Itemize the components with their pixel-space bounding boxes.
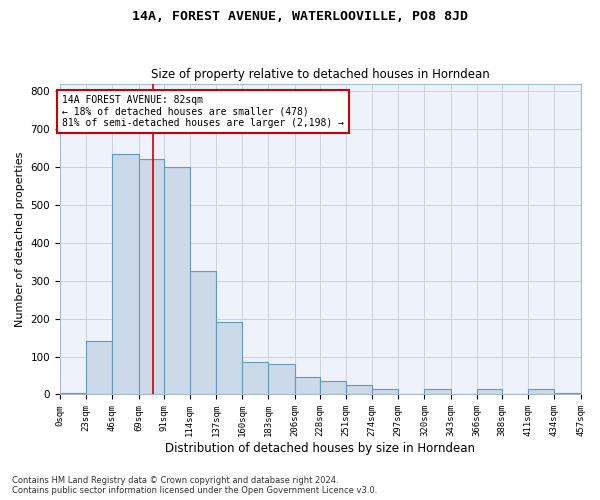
Title: Size of property relative to detached houses in Horndean: Size of property relative to detached ho… [151, 68, 490, 81]
Bar [190, 271, 216, 394]
Bar [528, 389, 554, 394]
Y-axis label: Number of detached properties: Number of detached properties [15, 152, 25, 326]
Bar [60, 392, 86, 394]
Bar [372, 389, 398, 394]
Bar [320, 381, 346, 394]
X-axis label: Distribution of detached houses by size in Horndean: Distribution of detached houses by size … [165, 442, 475, 455]
Bar [554, 392, 581, 394]
Bar [216, 322, 242, 394]
Text: Contains HM Land Registry data © Crown copyright and database right 2024.
Contai: Contains HM Land Registry data © Crown c… [12, 476, 377, 495]
Bar [139, 160, 164, 394]
Bar [164, 167, 190, 394]
Text: 14A, FOREST AVENUE, WATERLOOVILLE, PO8 8JD: 14A, FOREST AVENUE, WATERLOOVILLE, PO8 8… [132, 10, 468, 23]
Bar [477, 389, 502, 394]
Bar [268, 364, 295, 394]
Bar [424, 389, 451, 394]
Bar [112, 154, 139, 394]
Bar [86, 342, 112, 394]
Bar [295, 378, 320, 394]
Bar [242, 362, 268, 394]
Text: 14A FOREST AVENUE: 82sqm
← 18% of detached houses are smaller (478)
81% of semi-: 14A FOREST AVENUE: 82sqm ← 18% of detach… [62, 95, 344, 128]
Bar [346, 385, 372, 394]
